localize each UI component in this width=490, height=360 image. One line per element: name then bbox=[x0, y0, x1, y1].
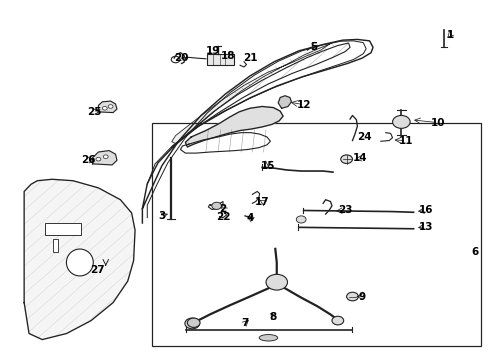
Text: 14: 14 bbox=[352, 153, 367, 163]
Text: 18: 18 bbox=[220, 51, 235, 61]
Circle shape bbox=[96, 157, 101, 161]
Text: 23: 23 bbox=[338, 206, 352, 216]
Circle shape bbox=[212, 202, 221, 210]
Circle shape bbox=[332, 316, 343, 325]
Text: 8: 8 bbox=[270, 312, 277, 322]
Circle shape bbox=[296, 216, 306, 223]
Text: 1: 1 bbox=[446, 30, 454, 40]
Polygon shape bbox=[278, 96, 292, 108]
Text: 12: 12 bbox=[296, 100, 311, 110]
Text: 20: 20 bbox=[174, 53, 189, 63]
Bar bbox=[45, 223, 81, 234]
Circle shape bbox=[341, 155, 352, 163]
Circle shape bbox=[185, 318, 199, 329]
Text: 21: 21 bbox=[243, 53, 257, 63]
Text: 5: 5 bbox=[310, 42, 317, 52]
Text: 25: 25 bbox=[87, 107, 102, 117]
Text: 15: 15 bbox=[261, 161, 276, 171]
Bar bbox=[53, 239, 58, 252]
Text: 4: 4 bbox=[246, 213, 253, 222]
Text: 22: 22 bbox=[216, 212, 230, 221]
Text: 6: 6 bbox=[471, 247, 478, 257]
Text: 9: 9 bbox=[359, 292, 366, 302]
Text: 24: 24 bbox=[357, 132, 372, 142]
Circle shape bbox=[187, 318, 200, 327]
Polygon shape bbox=[98, 101, 117, 113]
Text: 16: 16 bbox=[418, 206, 433, 216]
Circle shape bbox=[103, 155, 108, 158]
Polygon shape bbox=[93, 150, 117, 165]
Ellipse shape bbox=[259, 334, 278, 341]
Polygon shape bbox=[185, 107, 283, 147]
Bar bbox=[207, 54, 234, 65]
Bar bbox=[152, 123, 481, 346]
Ellipse shape bbox=[67, 249, 93, 276]
Text: 3: 3 bbox=[158, 211, 166, 221]
Circle shape bbox=[392, 116, 410, 129]
Circle shape bbox=[108, 105, 113, 108]
Text: 10: 10 bbox=[431, 118, 445, 128]
Text: 11: 11 bbox=[399, 136, 414, 145]
Text: 7: 7 bbox=[241, 319, 249, 328]
Circle shape bbox=[346, 292, 358, 301]
Text: 19: 19 bbox=[206, 46, 220, 56]
Polygon shape bbox=[24, 179, 135, 339]
Text: 13: 13 bbox=[418, 222, 433, 231]
Text: 2: 2 bbox=[220, 204, 227, 214]
Text: 26: 26 bbox=[81, 155, 96, 165]
Circle shape bbox=[102, 107, 107, 110]
Circle shape bbox=[266, 274, 288, 290]
Text: 17: 17 bbox=[255, 197, 270, 207]
Polygon shape bbox=[172, 42, 333, 144]
Text: 27: 27 bbox=[90, 265, 105, 275]
